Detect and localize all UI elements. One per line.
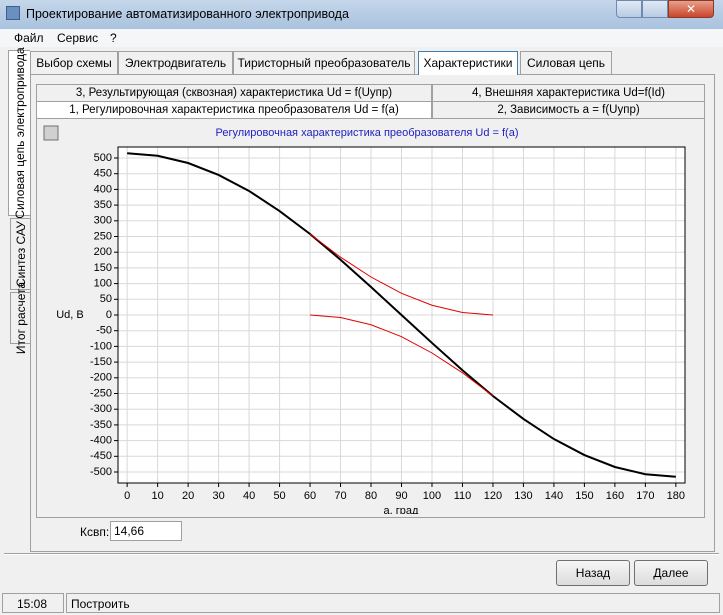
y-tick-label: -200 — [90, 372, 112, 384]
side-tab-label: Синтез САУ — [13, 220, 28, 288]
title-bar: Проектирование автоматизированного элект… — [0, 0, 723, 29]
save-icon[interactable] — [43, 125, 59, 141]
y-tick-label: 300 — [94, 215, 112, 227]
menu-item[interactable]: Файл — [14, 31, 44, 45]
app-icon — [6, 6, 20, 20]
y-tick-label: -250 — [90, 387, 112, 399]
x-tick-label: 140 — [545, 490, 563, 502]
menu-bar: Файл Сервис ? — [0, 29, 723, 47]
menu-item[interactable]: ? — [110, 31, 117, 45]
y-tick-label: -400 — [90, 435, 112, 447]
maximize-button[interactable] — [642, 0, 668, 18]
y-tick-label: -50 — [96, 325, 112, 337]
subtab[interactable]: 2, Зависимость a = f(Uупр) — [432, 101, 705, 118]
side-tab[interactable]: Силовая цепь электропривода — [8, 47, 30, 219]
menu-item[interactable]: Сервис — [57, 31, 99, 45]
x-tick-label: 60 — [304, 490, 316, 502]
x-tick-label: 100 — [423, 490, 441, 502]
next-button[interactable]: Далее — [634, 560, 708, 586]
separator — [4, 553, 719, 555]
y-tick-label: 100 — [94, 278, 112, 290]
x-tick-label: 30 — [212, 490, 224, 502]
tab-panel — [30, 74, 715, 552]
side-tab-label: Силовая цепь электропривода — [12, 47, 27, 219]
chart-title: Регулировочная характеристика преобразов… — [216, 127, 519, 139]
x-tick-label: 0 — [124, 490, 130, 502]
y-tick-label: 50 — [100, 293, 112, 305]
y-tick-label: 500 — [94, 152, 112, 164]
x-tick-label: 10 — [152, 490, 164, 502]
x-tick-label: 80 — [365, 490, 377, 502]
side-tab[interactable]: Итог расчета — [10, 282, 30, 354]
y-tick-label: -100 — [90, 340, 112, 352]
tab[interactable]: Силовая цепь — [520, 51, 612, 74]
tab[interactable]: Электродвигатель — [118, 51, 233, 74]
x-tick-label: 40 — [243, 490, 255, 502]
y-tick-label: 150 — [94, 262, 112, 274]
back-button[interactable]: Назад — [556, 560, 630, 586]
status-text: Построить — [66, 593, 720, 613]
y-tick-label: 0 — [106, 309, 112, 321]
tab-active[interactable]: Характеристики — [418, 51, 518, 75]
ksvp-input[interactable]: 14,66 — [110, 521, 182, 541]
minimize-button[interactable] — [616, 0, 642, 18]
y-tick-label: -150 — [90, 356, 112, 368]
y-tick-label: 450 — [94, 168, 112, 180]
y-tick-label: -450 — [90, 450, 112, 462]
y-tick-label: 400 — [94, 183, 112, 195]
x-tick-label: 70 — [334, 490, 346, 502]
subtab[interactable]: 3, Результирующая (сквозная) характерист… — [36, 84, 432, 101]
subtab[interactable]: 4, Внешняя характеристика Ud=f(Id) — [432, 84, 705, 101]
x-tick-label: 130 — [514, 490, 532, 502]
x-tick-label: 180 — [667, 490, 685, 502]
x-tick-label: 160 — [606, 490, 624, 502]
series-line — [310, 314, 494, 397]
x-tick-label: 50 — [273, 490, 285, 502]
chart: Регулировочная характеристика преобразов… — [40, 122, 700, 514]
status-bar: 15:08 Построить — [0, 591, 723, 615]
y-tick-label: -300 — [90, 403, 112, 415]
x-tick-label: 120 — [484, 490, 502, 502]
close-button[interactable]: ✕ — [668, 0, 714, 18]
side-tab-label: Итог расчета — [13, 281, 28, 355]
y-tick-label: -350 — [90, 419, 112, 431]
tab[interactable]: Выбор схемы — [30, 51, 118, 74]
ksvp-label: Ксвп: — [80, 525, 110, 539]
x-tick-label: 170 — [636, 490, 654, 502]
series-line — [127, 152, 676, 478]
x-tick-label: 110 — [454, 490, 472, 502]
y-tick-label: 350 — [94, 199, 112, 211]
y-axis-label: Ud, В — [56, 309, 84, 321]
window-title: Проектирование автоматизированного элект… — [26, 7, 349, 21]
tab[interactable]: Тиристорный преобразователь — [233, 51, 415, 74]
y-tick-label: -500 — [90, 466, 112, 478]
subtab-active[interactable]: 1, Регулировочная характеристика преобра… — [36, 101, 432, 119]
side-tab[interactable]: Синтез САУ — [10, 218, 30, 290]
x-tick-label: 150 — [575, 490, 593, 502]
y-tick-label: 250 — [94, 230, 112, 242]
plot-frame — [117, 146, 686, 484]
x-axis-label: a, град — [384, 505, 419, 514]
series-line — [309, 233, 493, 316]
y-tick-label: 200 — [94, 246, 112, 258]
status-time: 15:08 — [2, 593, 64, 613]
x-tick-label: 90 — [395, 490, 407, 502]
x-tick-label: 20 — [182, 490, 194, 502]
